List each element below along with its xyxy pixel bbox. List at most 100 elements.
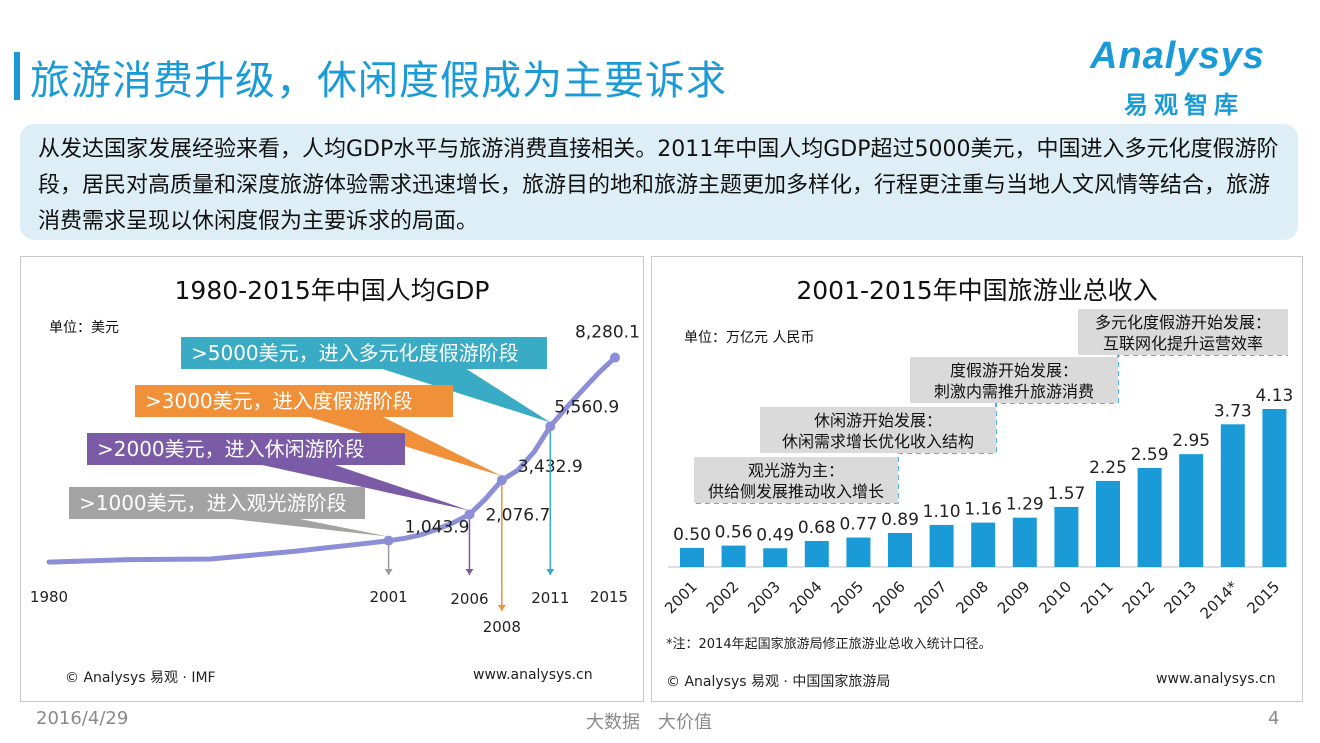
year-tick-label: 2002 [703, 578, 743, 618]
gdp-value-label: 1,043.9 [405, 518, 470, 538]
stage-callout-text: >5000美元，进入多元化度假游阶段 [191, 341, 519, 365]
stage-description: 互联网化提升运营效率 [1103, 334, 1263, 353]
revenue-value-label: 1.57 [1047, 484, 1085, 504]
analysys-logo: Analysys 易观智库 [1090, 35, 1290, 119]
gdp-data-point [496, 475, 507, 486]
stage-box [694, 457, 898, 503]
year-tick-label: 2005 [827, 578, 867, 618]
revenue-value-label: 2.25 [1089, 458, 1127, 478]
revenue-bar [1054, 506, 1079, 567]
stage-description: 供给侧发展推动收入增长 [708, 482, 884, 501]
revenue-value-label: 0.56 [715, 523, 753, 543]
revenue-bar [846, 537, 871, 567]
year-tick-label: 2003 [744, 578, 784, 618]
year-tick-label: 2012 [1119, 578, 1159, 618]
year-tick-label: 2009 [994, 578, 1034, 618]
footer-slogan: 大数据 大价值 [586, 712, 712, 733]
tourism-chart-title: 2001-2015年中国旅游业总收入 [796, 276, 1158, 305]
page-title: 旅游消费升级，休闲度假成为主要诉求 [30, 58, 727, 104]
gdp-series-line [46, 355, 618, 565]
stage-box [1078, 309, 1288, 355]
revenue-bar [1012, 517, 1037, 567]
stage-description: 休闲需求增长优化收入结构 [782, 432, 974, 451]
tourism-website: www.analysys.cn [1156, 671, 1276, 687]
year-tick-label: 2006 [869, 578, 909, 618]
revenue-value-label: 0.77 [839, 515, 877, 535]
year-marker-arrow [384, 569, 393, 575]
callout-pointer [231, 519, 389, 537]
year-marker-arrow [497, 605, 506, 611]
gdp-data-point [464, 509, 475, 520]
intro-summary: 从发达国家发展经验来看，人均GDP水平与旅游消费直接相关。2011年中国人均GD… [20, 124, 1298, 240]
stage-callout-text: >1000美元，进入观光游阶段 [79, 491, 347, 515]
revenue-value-label: 2.95 [1172, 431, 1210, 451]
logo-chinese: 易观智库 [1124, 91, 1244, 119]
revenue-value-label: 1.29 [1006, 495, 1044, 515]
year-tick-label: 2001 [661, 578, 701, 618]
revenue-bar [1096, 480, 1120, 567]
gdp-chart-title: 1980-2015年中国人均GDP [174, 276, 490, 305]
revenue-bar [763, 548, 788, 567]
gdp-line-chart: >5000美元，进入多元化度假游阶段 >3000美元，进入度假游阶段 >2000美元… [30, 323, 640, 636]
year-tick-label: 2015 [1243, 578, 1283, 618]
stage-title: 多元化度假游开始发展： [1095, 313, 1271, 332]
year-tick-label: 2011 [1077, 578, 1117, 618]
stage-callout-box [69, 487, 365, 519]
gdp-year-tick: 2015 [590, 588, 628, 606]
year-marker-arrow [465, 569, 474, 575]
gdp-year-tick: 2008 [483, 618, 521, 636]
revenue-value-label: 0.50 [673, 525, 711, 545]
revenue-bar [1179, 454, 1204, 567]
stage-callout-text: >2000美元，进入休闲游阶段 [97, 437, 365, 461]
revenue-bar [680, 547, 704, 567]
year-marker-arrow [546, 569, 555, 575]
revenue-bar [888, 532, 912, 567]
revenue-value-label: 1.16 [964, 500, 1002, 520]
callout-pointer [382, 369, 551, 423]
revenue-bar [804, 540, 829, 567]
footer-date: 2016/4/29 [36, 708, 129, 729]
revenue-bar [1137, 467, 1162, 567]
revenue-bar [971, 522, 996, 567]
gdp-data-point [383, 535, 394, 546]
revenue-bar [1262, 409, 1287, 567]
page-number: 4 [1268, 708, 1280, 729]
gdp-value-label: 2,076.7 [485, 505, 550, 525]
year-tick-label: 2004 [786, 578, 826, 618]
gdp-year-tick: 2011 [531, 589, 569, 607]
stage-description: 刺激内需推升旅游消费 [934, 382, 1094, 401]
tourism-footnote: *注：2014年起国家旅游局修正旅游业总收入统计口径。 [666, 637, 992, 652]
gdp-website: www.analysys.cn [473, 667, 593, 683]
stage-box [910, 357, 1118, 403]
year-tick-label: 2013 [1160, 578, 1200, 618]
gdp-unit-label: 单位：美元 [49, 320, 119, 336]
revenue-value-label: 0.89 [881, 510, 919, 530]
tourism-chart-panel: 2001-2015年中国旅游业总收入 单位：万亿元 人民币 0.50 2001 0.… [651, 256, 1303, 702]
stage-title: 度假游开始发展： [950, 361, 1078, 380]
gdp-value-label: 8,280.1 [575, 323, 640, 343]
stage-callout-text: >3000美元，进入度假游阶段 [145, 389, 413, 413]
stage-callout-box [181, 337, 547, 369]
logo-wordmark: Analysys [1090, 35, 1265, 77]
gdp-year-tick: 1980 [30, 588, 68, 606]
stage-title: 观光游为主： [748, 461, 844, 480]
year-tick-label: 2008 [952, 578, 992, 618]
callout-pointer [261, 465, 470, 511]
stage-box [760, 407, 996, 453]
gdp-data-point [610, 352, 620, 363]
gdp-value-label: 5,560.9 [554, 397, 619, 417]
tourism-unit-label: 单位：万亿元 人民币 [684, 330, 815, 346]
revenue-value-label: 1.10 [923, 502, 961, 522]
gdp-data-point [545, 421, 556, 432]
year-tick-label: 2014* [1197, 577, 1242, 622]
revenue-bar [1220, 424, 1245, 567]
gdp-source: © Analysys 易观 · IMF [65, 670, 216, 686]
revenue-bar [721, 545, 746, 567]
tourism-source: © Analysys 易观 · 中国国家旅游局 [666, 674, 891, 690]
stage-callout-box [87, 433, 405, 465]
year-tick-label: 2010 [1035, 578, 1075, 618]
title-accent-bar [14, 52, 20, 100]
revenue-value-label: 4.13 [1255, 386, 1293, 406]
stage-title: 休闲游开始发展： [814, 411, 942, 430]
gdp-year-tick: 2001 [370, 588, 408, 606]
